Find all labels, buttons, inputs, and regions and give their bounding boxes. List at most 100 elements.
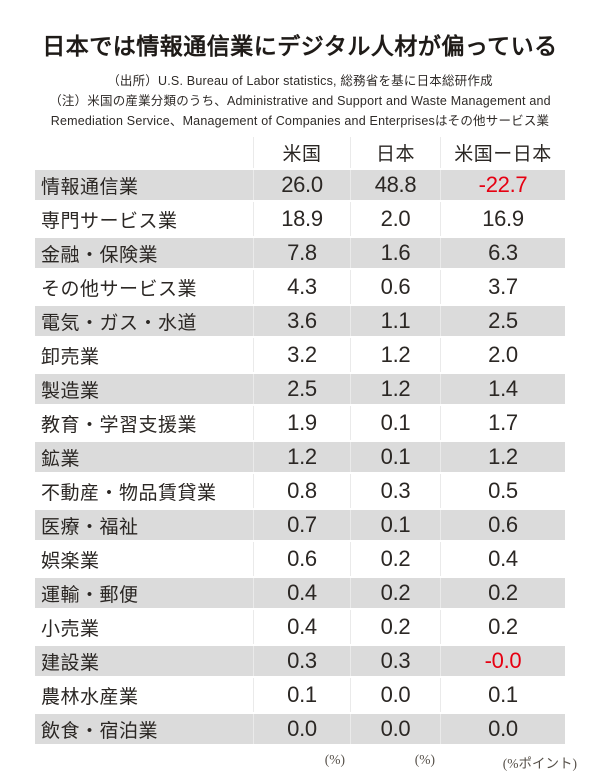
us-value: 0.4 [253,578,350,608]
us-value: 26.0 [253,170,350,200]
us-value: 3.6 [253,306,350,336]
japan-value: 1.1 [350,306,440,336]
us-value: 1.9 [253,406,350,440]
industry-label: 卸売業 [41,346,100,368]
footnote-line-2: Remediation Service、Management of Compan… [50,114,550,128]
page-title: 日本では情報通信業にデジタル人材が偏っている [42,33,558,59]
industry-label: 不動産・物品賃貸業 [41,482,217,504]
us-value: 0.8 [253,474,350,508]
table-row: 金融・保険業 7.8 1.6 6.3 [35,236,565,270]
japan-value: 1.2 [350,338,440,372]
header-diff: 米国ー日本 [440,137,565,168]
us-value: 0.0 [253,714,350,744]
industry-label: 小売業 [41,618,100,640]
japan-value: 2.0 [350,202,440,236]
us-value: 18.9 [253,202,350,236]
table-row: 農林水産業 0.1 0.0 0.1 [35,678,565,712]
footnote: （注）米国の産業分類のうち、Administrative and Support… [0,91,600,131]
us-value: 7.8 [253,238,350,268]
industry-label: 電気・ガス・水道 [41,312,198,334]
japan-value: 0.3 [350,474,440,508]
diff-value: -0.0 [440,646,565,676]
diff-value: 16.9 [440,202,565,236]
japan-value: 0.1 [350,510,440,540]
japan-value: 1.6 [350,238,440,268]
us-value: 2.5 [253,374,350,404]
industry-label: その他サービス業 [41,278,198,300]
table-row: 情報通信業 26.0 48.8 -22.7 [35,168,565,202]
industry-label: 娯楽業 [41,550,100,572]
diff-value: 0.2 [440,578,565,608]
table-row: 専門サービス業 18.9 2.0 16.9 [35,202,565,236]
table-row: 飲食・宿泊業 0.0 0.0 0.0 [35,712,565,746]
japan-value: 0.6 [350,270,440,304]
diff-value: -22.7 [440,170,565,200]
japan-value: 48.8 [350,170,440,200]
industry-label: 教育・学習支援業 [41,414,198,436]
japan-value: 0.2 [350,578,440,608]
industry-label: 金融・保険業 [41,244,159,266]
units-us: (%) [324,752,345,767]
japan-value: 0.2 [350,542,440,576]
table-row: その他サービス業 4.3 0.6 3.7 [35,270,565,304]
industry-label: 運輸・郵便 [41,584,139,606]
industry-label: 医療・福祉 [41,516,139,538]
diff-value: 6.3 [440,238,565,268]
japan-value: 0.3 [350,646,440,676]
table-row: 運輸・郵便 0.4 0.2 0.2 [35,576,565,610]
industry-label: 製造業 [41,380,100,402]
japan-value: 0.1 [350,442,440,472]
units-row: (%) (%) (%ポイント) [35,752,577,772]
diff-value: 3.7 [440,270,565,304]
industry-label: 専門サービス業 [41,210,178,232]
footnote-line-1: （注）米国の産業分類のうち、Administrative and Support… [49,94,551,108]
us-value: 0.6 [253,542,350,576]
data-table: 米国 日本 米国ー日本 情報通信業 26.0 48.8 -22.7 専門サービス… [35,137,565,746]
table-header-row: 米国 日本 米国ー日本 [35,137,565,168]
header-japan: 日本 [350,137,440,168]
table-row: 不動産・物品賃貸業 0.8 0.3 0.5 [35,474,565,508]
diff-value: 1.4 [440,374,565,404]
diff-value: 0.0 [440,714,565,744]
table-row: 教育・学習支援業 1.9 0.1 1.7 [35,406,565,440]
us-value: 0.1 [253,678,350,712]
japan-value: 0.0 [350,678,440,712]
industry-label: 情報通信業 [41,176,139,198]
header-industry [35,137,253,168]
japan-value: 0.1 [350,406,440,440]
diff-value: 0.1 [440,678,565,712]
table-row: 建設業 0.3 0.3 -0.0 [35,644,565,678]
table-row: 卸売業 3.2 1.2 2.0 [35,338,565,372]
table-row: 鉱業 1.2 0.1 1.2 [35,440,565,474]
japan-value: 0.2 [350,610,440,644]
diff-value: 1.2 [440,442,565,472]
us-value: 4.3 [253,270,350,304]
us-value: 3.2 [253,338,350,372]
us-value: 0.7 [253,510,350,540]
industry-label: 飲食・宿泊業 [41,720,159,742]
units-diff: (%ポイント) [502,756,577,771]
diff-value: 2.0 [440,338,565,372]
industry-label: 鉱業 [41,448,81,470]
source-note: （出所）U.S. Bureau of Labor statistics, 総務省… [107,74,493,88]
diff-value: 0.2 [440,610,565,644]
diff-value: 0.6 [440,510,565,540]
units-spacer [35,752,253,772]
industry-label: 建設業 [41,652,100,674]
diff-value: 0.4 [440,542,565,576]
diff-value: 2.5 [440,306,565,336]
units-japan: (%) [414,752,435,767]
table-row: 医療・福祉 0.7 0.1 0.6 [35,508,565,542]
industry-label: 農林水産業 [41,686,139,708]
us-value: 0.3 [253,646,350,676]
diff-value: 0.5 [440,474,565,508]
table-row: 小売業 0.4 0.2 0.2 [35,610,565,644]
japan-value: 0.0 [350,714,440,744]
table-row: 電気・ガス・水道 3.6 1.1 2.5 [35,304,565,338]
table-row: 製造業 2.5 1.2 1.4 [35,372,565,406]
us-value: 1.2 [253,442,350,472]
us-value: 0.4 [253,610,350,644]
japan-value: 1.2 [350,374,440,404]
diff-value: 1.7 [440,406,565,440]
